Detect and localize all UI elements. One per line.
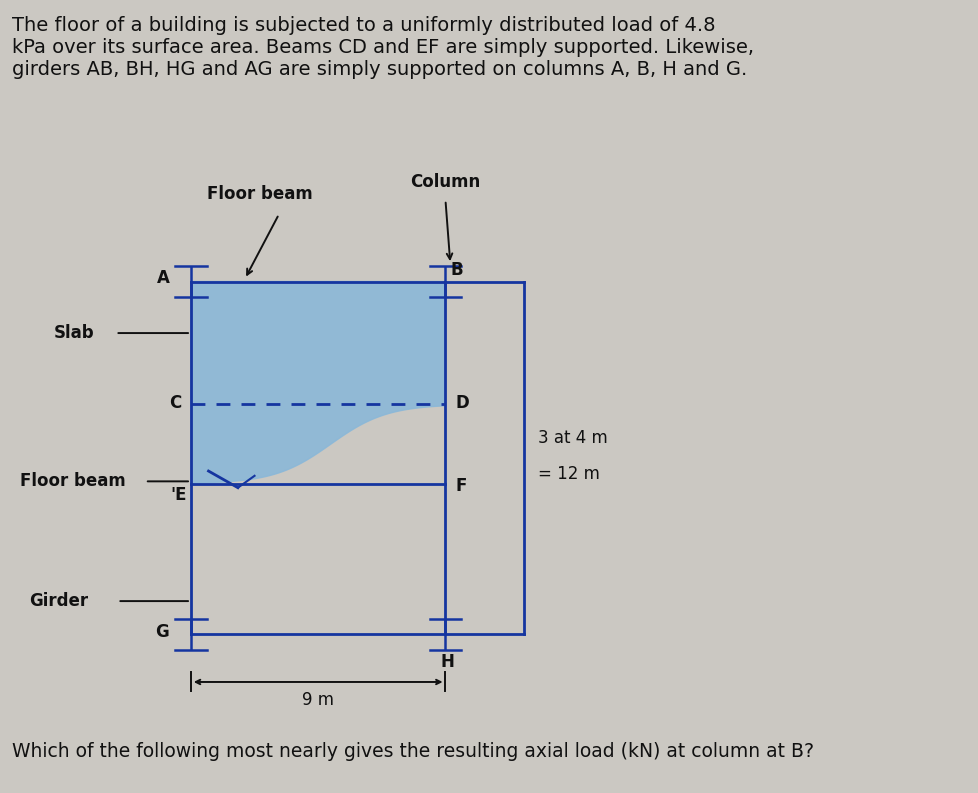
Text: The floor of a building is subjected to a uniformly distributed load of 4.8
kPa : The floor of a building is subjected to … — [12, 16, 753, 79]
Text: Slab: Slab — [54, 324, 94, 342]
Text: A: A — [156, 269, 169, 286]
Text: B: B — [450, 261, 463, 279]
Text: = 12 m: = 12 m — [538, 465, 600, 483]
Text: Girder: Girder — [29, 592, 88, 610]
Text: 'E: 'E — [170, 486, 187, 504]
Text: D: D — [455, 394, 468, 412]
Text: Which of the following most nearly gives the resulting axial load (kN) at column: Which of the following most nearly gives… — [12, 742, 813, 761]
Text: Floor beam: Floor beam — [20, 473, 125, 490]
Text: Floor beam: Floor beam — [206, 186, 312, 203]
Text: 3 at 4 m: 3 at 4 m — [538, 429, 607, 447]
Text: 9 m: 9 m — [302, 691, 333, 710]
Polygon shape — [191, 282, 445, 483]
Text: G: G — [156, 623, 169, 641]
Text: F: F — [455, 477, 467, 495]
Text: C: C — [168, 394, 181, 412]
Text: Column: Column — [410, 174, 480, 191]
Text: H: H — [440, 653, 454, 672]
